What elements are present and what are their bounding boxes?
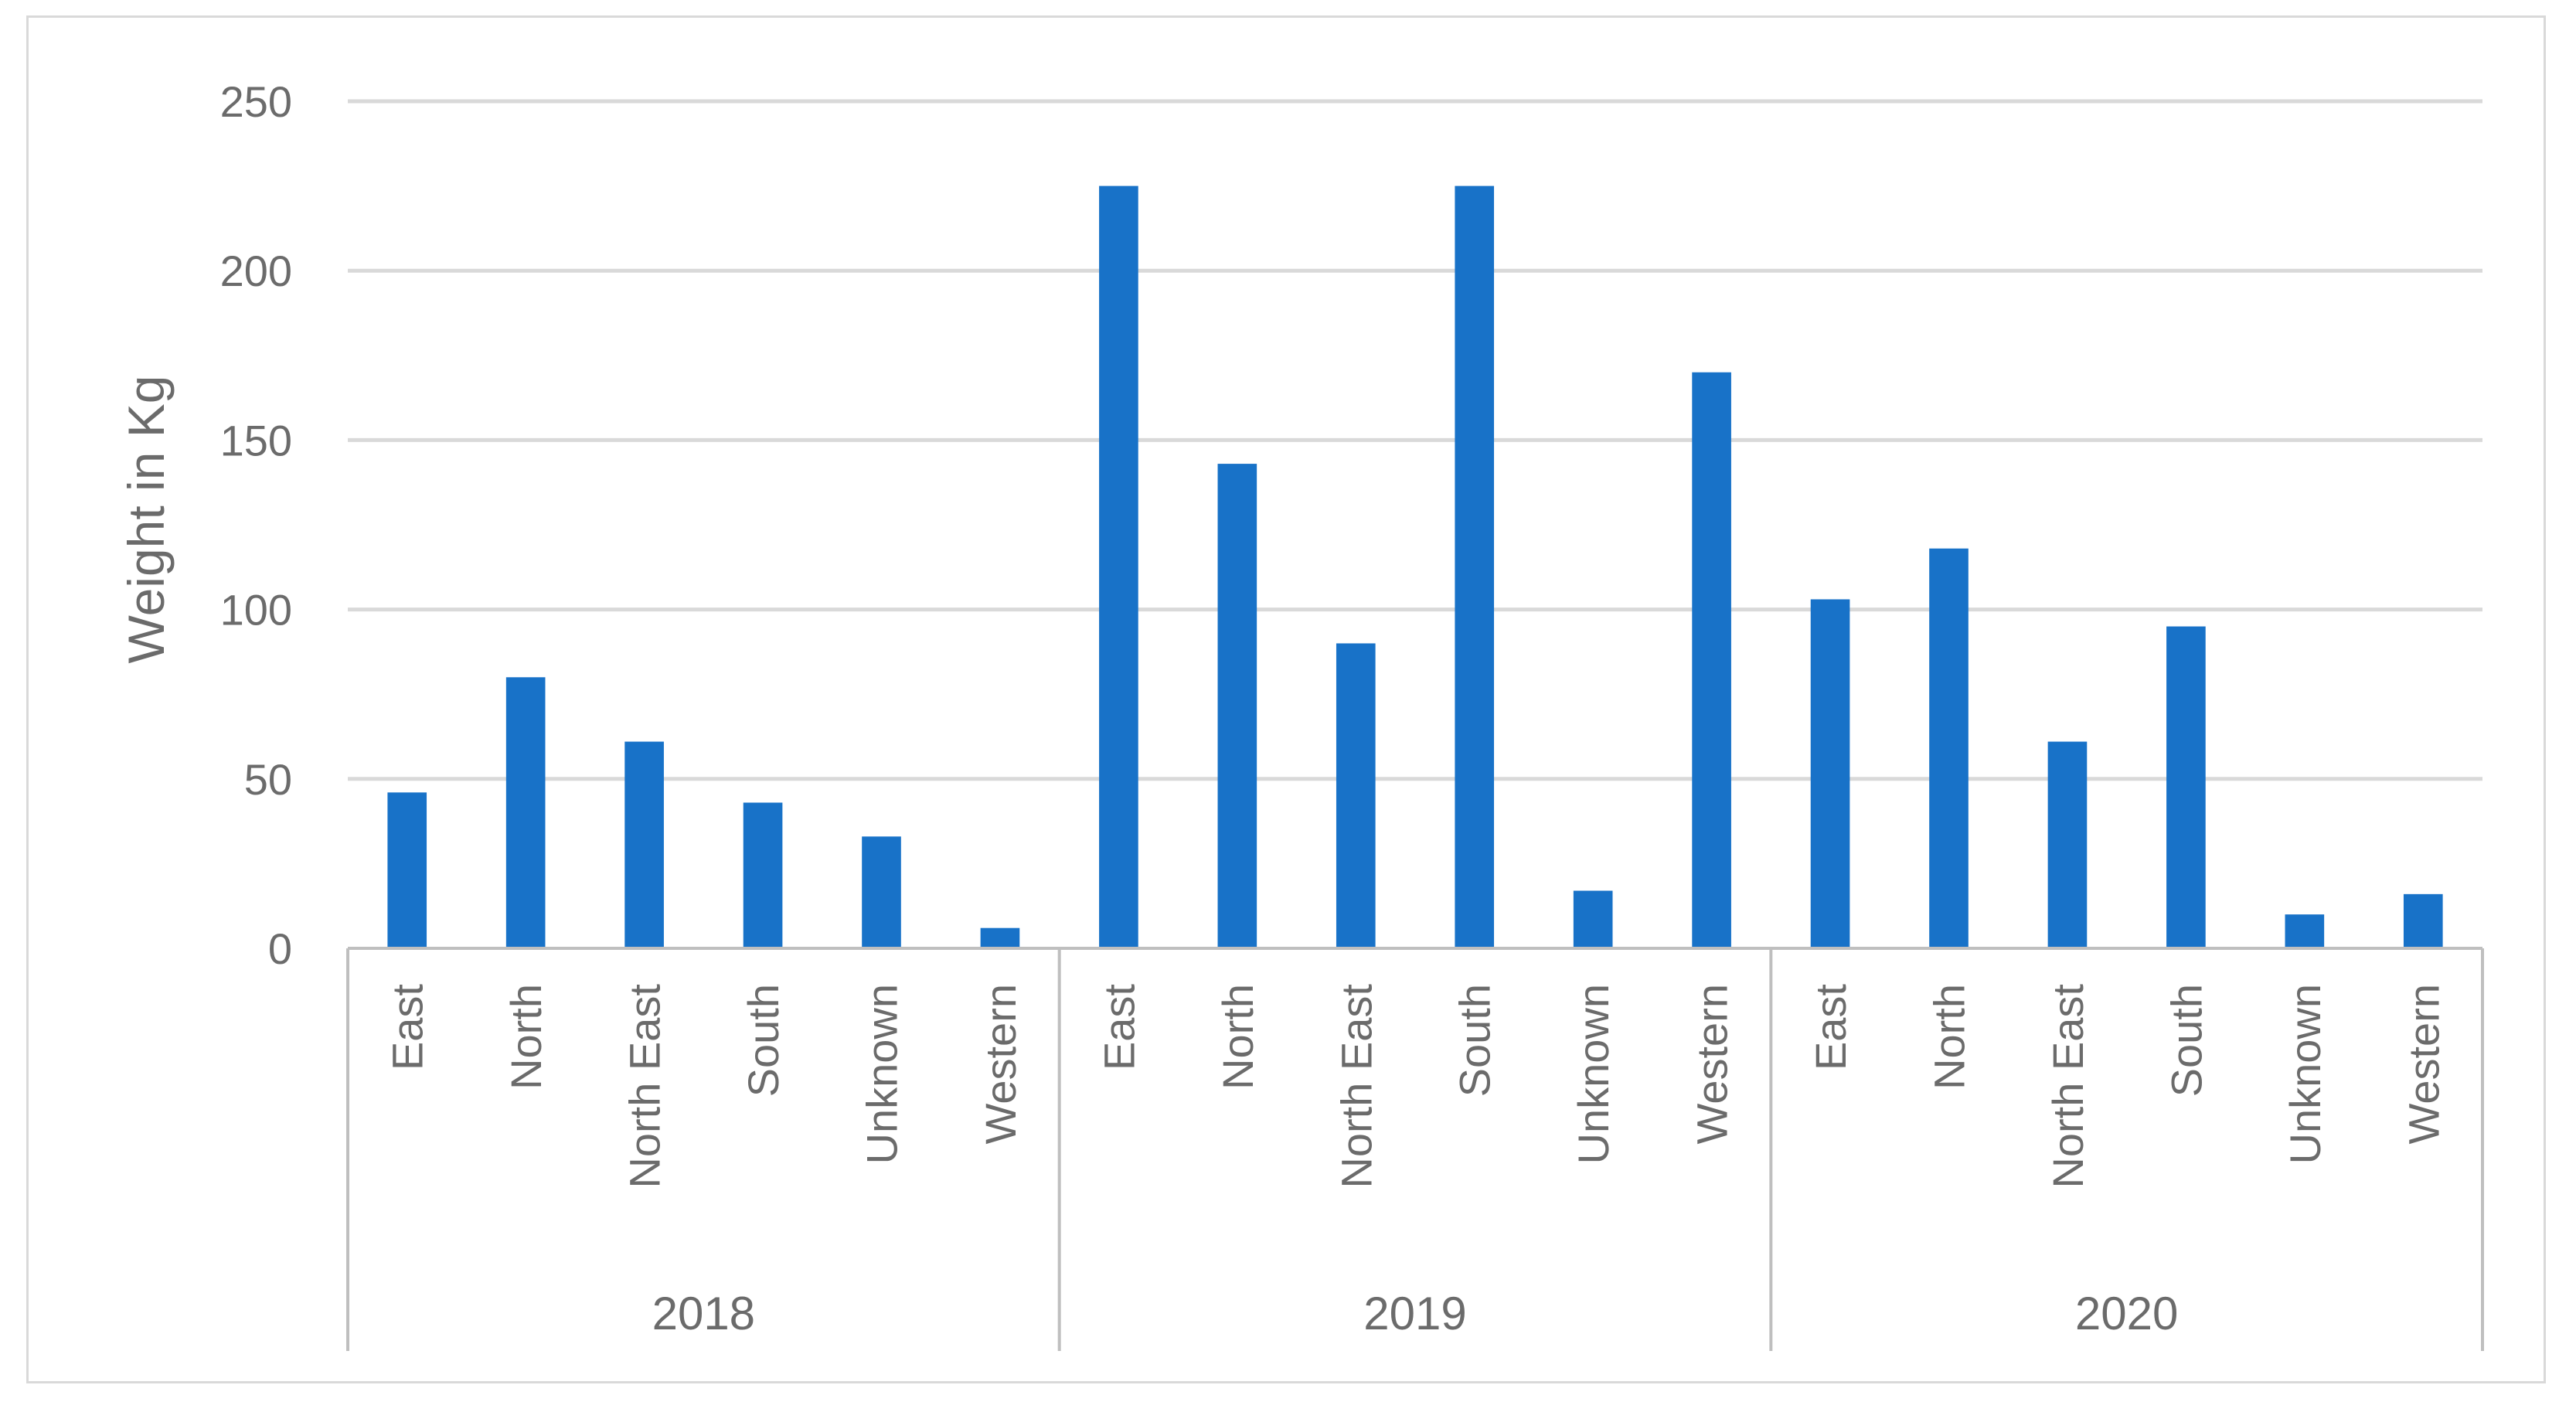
bar-2018-north-east bbox=[624, 741, 664, 948]
y-tick-label: 200 bbox=[220, 247, 292, 295]
bar-2020-east bbox=[1810, 599, 1850, 948]
bars bbox=[387, 185, 2443, 949]
bar-2019-north bbox=[1217, 464, 1257, 948]
x-category-label: Western bbox=[976, 984, 1025, 1144]
chart-frame bbox=[26, 15, 2546, 1383]
x-category-label: North East bbox=[1332, 984, 1380, 1189]
x-category-label: North East bbox=[2043, 984, 2092, 1189]
x-category-label: North East bbox=[621, 984, 669, 1189]
bar-2018-north bbox=[505, 677, 546, 948]
bar-2020-south bbox=[2166, 626, 2206, 948]
y-axis-title: Weight in Kg bbox=[117, 376, 175, 664]
x-category-label: East bbox=[1806, 984, 1855, 1070]
bar-2019-western bbox=[1692, 372, 1731, 949]
bar-2018-western bbox=[980, 927, 1020, 948]
y-tick-label: 50 bbox=[244, 755, 292, 804]
x-group-label: 2018 bbox=[652, 1288, 755, 1339]
x-group-label: 2020 bbox=[2075, 1288, 2178, 1339]
x-category-label: North bbox=[1925, 984, 1974, 1090]
bar-2018-unknown bbox=[862, 836, 901, 948]
bar-2020-north-east bbox=[2047, 741, 2088, 948]
gridlines bbox=[348, 99, 2482, 781]
x-category-label: South bbox=[2162, 984, 2210, 1097]
x-group-label: 2019 bbox=[1363, 1288, 1466, 1339]
bar-2020-unknown bbox=[2285, 914, 2325, 948]
bar-2019-unknown bbox=[1573, 890, 1613, 948]
x-category-label: North bbox=[1213, 984, 1262, 1090]
x-category-label: Unknown bbox=[2281, 984, 2329, 1164]
bar-2018-east bbox=[387, 792, 427, 948]
y-tick-label: 0 bbox=[268, 924, 292, 973]
category-axis: East North North East South Unknown Western 20… bbox=[346, 947, 2484, 1351]
bar-2018-south bbox=[743, 802, 783, 948]
x-category-label: Unknown bbox=[1569, 984, 1618, 1164]
x-category-label: North bbox=[502, 984, 550, 1090]
bar-2020-western bbox=[2403, 893, 2443, 948]
x-category-label: South bbox=[739, 984, 788, 1097]
bar-2019-south bbox=[1455, 185, 1495, 949]
bar-2020-north bbox=[1929, 548, 1969, 948]
y-tick-label: 100 bbox=[220, 586, 292, 635]
x-category-label: Unknown bbox=[858, 984, 907, 1164]
bar-2019-east bbox=[1099, 185, 1138, 949]
x-category-label: Western bbox=[2399, 984, 2448, 1144]
x-category-label: South bbox=[1451, 984, 1499, 1097]
x-category-label: East bbox=[383, 984, 432, 1070]
x-category-label: Western bbox=[1688, 984, 1737, 1144]
x-category-label: East bbox=[1094, 984, 1143, 1070]
bar-2019-north-east bbox=[1336, 643, 1376, 948]
y-axis-tick-labels: 0 50 100 150 200 250 bbox=[220, 77, 292, 973]
y-tick-label: 250 bbox=[220, 77, 292, 126]
y-tick-label: 150 bbox=[220, 416, 292, 464]
